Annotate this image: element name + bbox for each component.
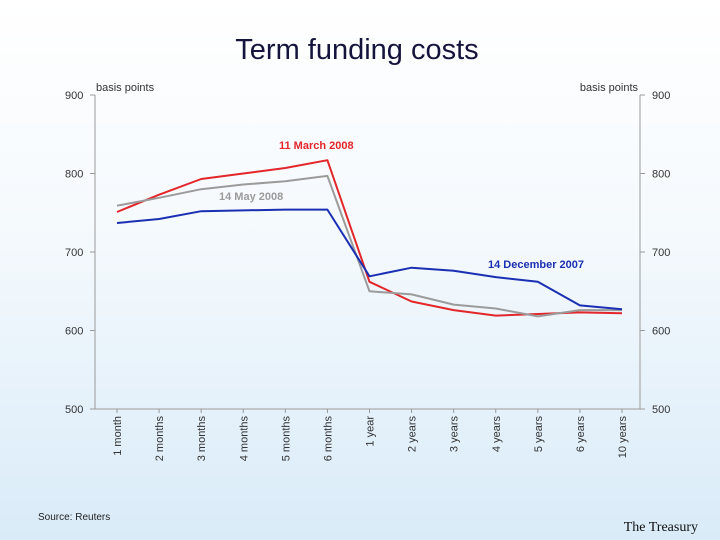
series-annotation: 14 May 2008 (219, 191, 283, 203)
y-tick-label-left: 800 (65, 169, 83, 181)
y-tick-label-right: 900 (652, 90, 670, 102)
x-tick-label: 4 years (491, 416, 503, 453)
y-tick-label-right: 700 (652, 247, 670, 259)
chart-labels: 500 500 600 600 700 700 800 800 900 900 basis poin… (65, 82, 670, 461)
y-tick-label-right: 600 (652, 326, 670, 338)
y-tick-label-left: 500 (65, 404, 83, 416)
y-tick-label-left: 900 (65, 90, 83, 102)
series-line (116, 174, 622, 318)
x-tick-label: 5 years (533, 416, 545, 453)
x-tick-label: 1 year (365, 416, 377, 447)
source-note: Source: Reuters (38, 512, 111, 523)
y-axis-unit-right: basis points (580, 82, 639, 94)
brand-logo-text: The Treasury (623, 520, 698, 535)
y-axis-unit-left: basis points (96, 82, 155, 94)
x-tick-label: 2 years (407, 416, 419, 453)
chart-series (116, 159, 623, 318)
series-annotation: 14 December 2007 (488, 259, 584, 271)
y-tick-label-right: 500 (652, 404, 670, 416)
x-tick-label: 4 months (238, 416, 250, 462)
y-tick-label-left: 600 (65, 326, 83, 338)
x-tick-label: 5 months (280, 416, 292, 462)
page-title: Term funding costs (235, 34, 479, 66)
x-tick-label: 3 years (449, 416, 461, 453)
x-tick-label: 6 years (575, 416, 587, 453)
y-tick-label-left: 700 (65, 247, 83, 259)
series-line (116, 208, 623, 311)
series-annotation: 11 March 2008 (279, 140, 354, 152)
x-tick-label: 3 months (196, 416, 208, 462)
x-tick-label: 2 months (154, 416, 166, 462)
series-line (116, 159, 623, 317)
x-tick-label: 6 months (322, 416, 334, 462)
x-tick-label: 10 years (617, 416, 629, 459)
x-tick-label: 1 month (112, 416, 124, 456)
y-tick-label-right: 800 (652, 169, 670, 181)
chart-axes (90, 94, 645, 413)
